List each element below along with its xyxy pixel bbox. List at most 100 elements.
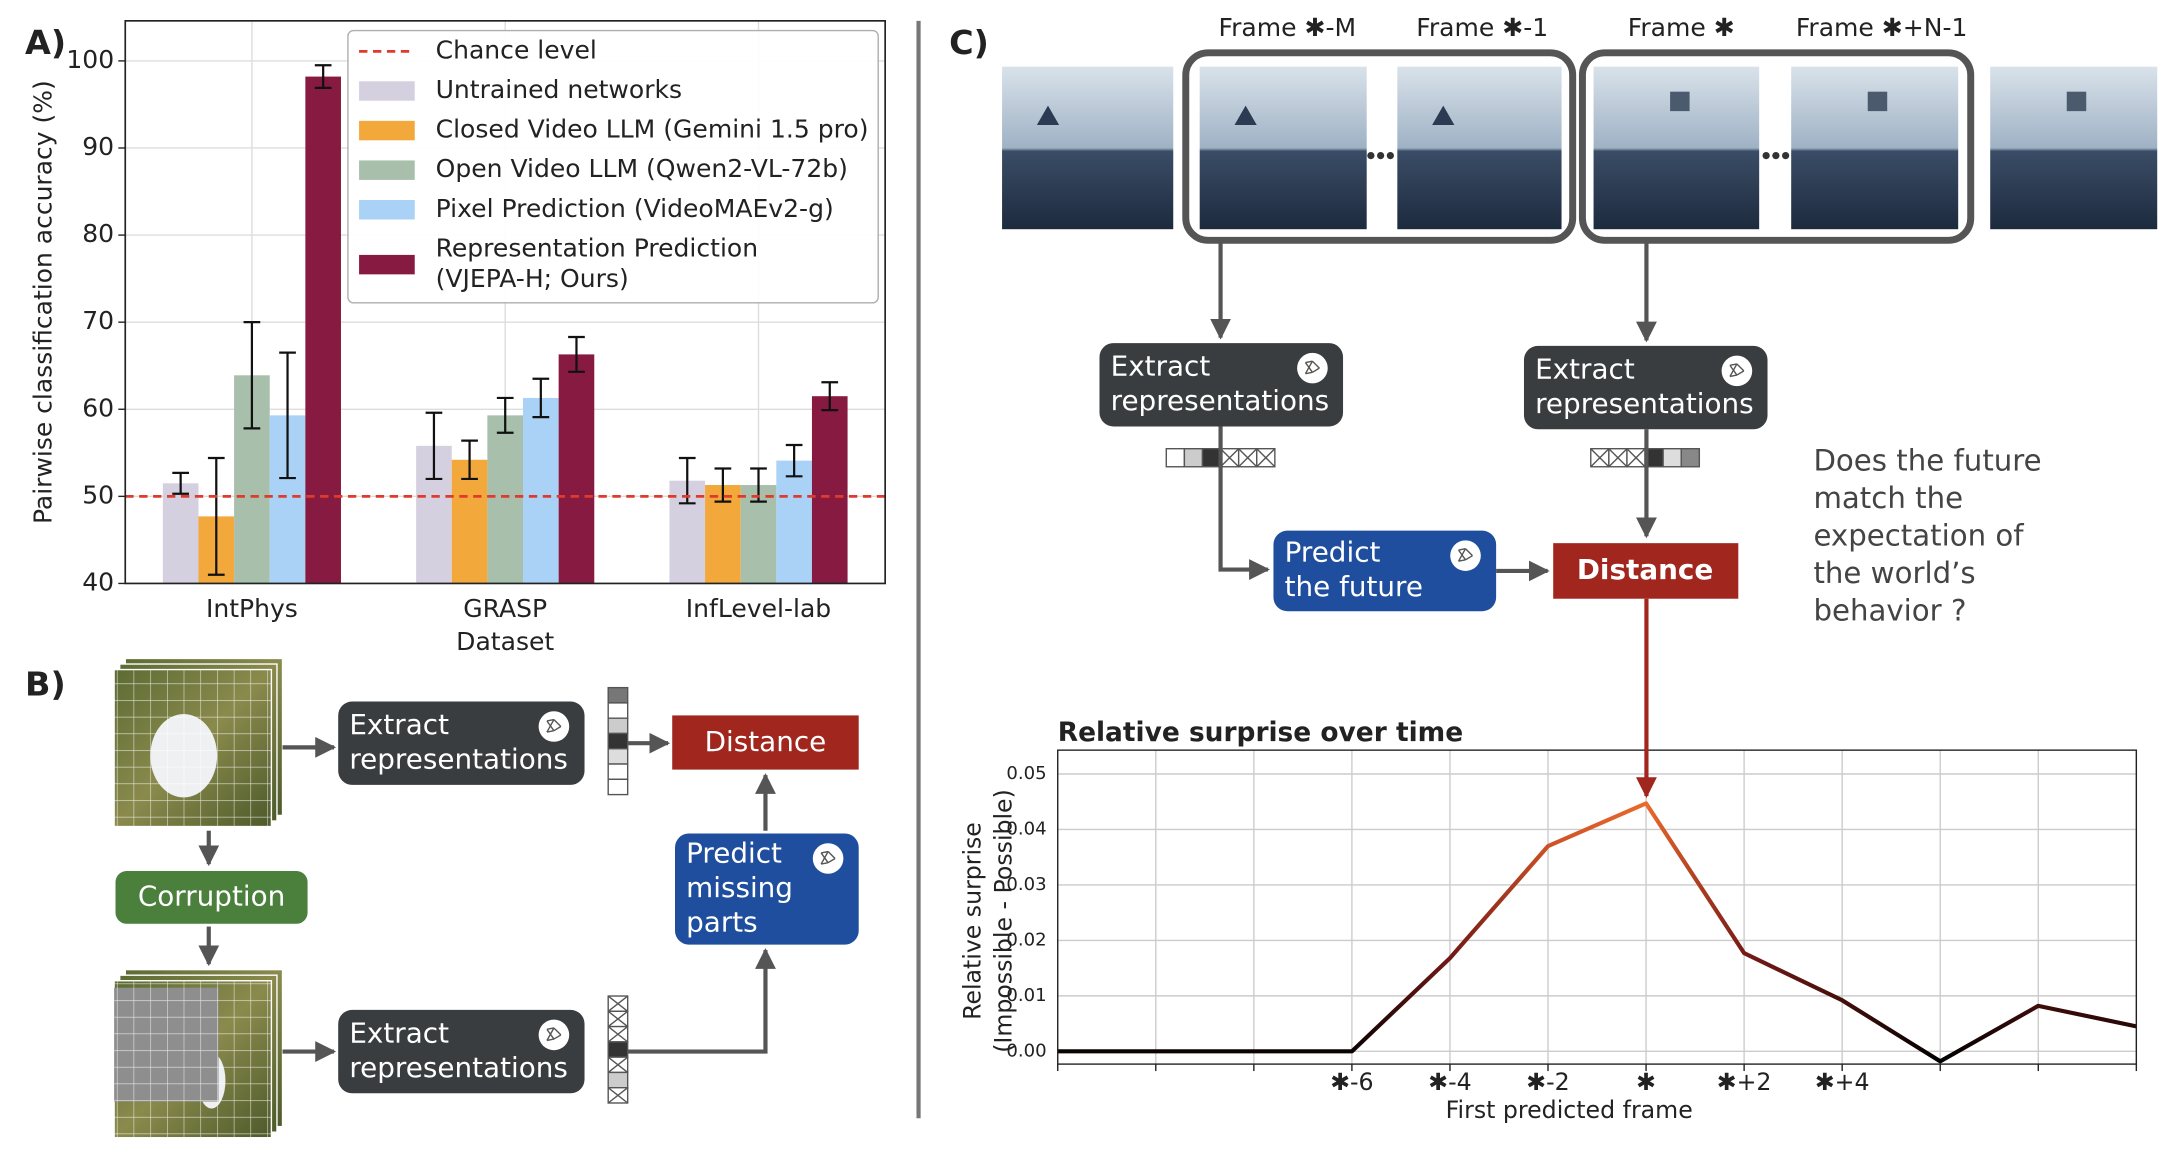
frame-object: [1036, 105, 1060, 126]
legend-swatch: [359, 81, 415, 101]
network-icon-edge: [1305, 371, 1313, 375]
box: [1273, 530, 1497, 612]
legend-swatch: [359, 254, 415, 275]
error-bar: [461, 439, 478, 481]
token: [607, 748, 629, 765]
network-icon-edge: [546, 1027, 555, 1041]
box: [1523, 345, 1768, 430]
token: [607, 702, 629, 719]
token-cross: [607, 1010, 629, 1028]
bar: [305, 76, 341, 584]
frame-object: [1670, 91, 1690, 112]
legend-label-line: Representation Prediction: [436, 233, 759, 262]
token: [607, 686, 629, 704]
y-tick-label: 0.02: [1006, 929, 1046, 950]
legend-swatch: [359, 160, 415, 180]
network-icon-edge: [546, 730, 555, 733]
frame-label: Frame ✱: [1628, 13, 1735, 42]
box: [672, 715, 859, 770]
box: [1099, 343, 1344, 427]
frame-label: Frame ✱-M: [1219, 13, 1357, 42]
token: [1183, 448, 1204, 468]
x-tick-label: ✱: [1636, 1068, 1656, 1096]
box: [338, 701, 585, 785]
y-tick-label: 0.04: [1006, 818, 1046, 839]
box-text: Extract: [349, 708, 449, 741]
bar: [811, 396, 848, 584]
network-icon-edge: [553, 1034, 562, 1040]
panel-label: C): [949, 23, 989, 62]
video-frame: [1199, 66, 1367, 230]
video-frame: [1002, 66, 1174, 230]
box-text: missing: [686, 871, 793, 904]
frame-object: [1432, 105, 1455, 126]
network-icon-edge: [1458, 548, 1466, 551]
frame-group: [1578, 49, 1975, 244]
x-tick-label: IntPhys: [206, 594, 298, 623]
ellipsis-dot: [1367, 151, 1375, 160]
frame-object: [1234, 105, 1257, 126]
token-cross: [1238, 448, 1258, 468]
question-text: expectation of: [1813, 519, 2024, 553]
error-bar: [314, 64, 332, 90]
box-text: representations: [1535, 387, 1754, 420]
network-icon-edge: [1458, 559, 1466, 562]
video-frame: [1397, 66, 1562, 230]
x-tick-label: ✱+4: [1815, 1068, 1870, 1096]
network-icon-edge: [546, 1038, 555, 1042]
network-icon-edge: [1457, 548, 1467, 562]
ellipsis-dot: [1772, 151, 1780, 160]
x-tick-label: ✱+2: [1717, 1068, 1772, 1096]
y-axis-label: Pairwise classification accuracy (%): [29, 80, 58, 524]
legend-swatch: [359, 200, 415, 220]
network-icon-edge: [827, 851, 836, 859]
legend-label: Closed Video LLM (Gemini 1.5 pro): [436, 115, 869, 144]
network-icon-edge: [827, 857, 836, 864]
x-axis-label: First predicted frame: [1446, 1096, 1693, 1124]
token-cross: [1220, 448, 1240, 468]
network-icon-edge: [553, 1027, 562, 1036]
plot-frame: [1057, 749, 2138, 1065]
bar: [162, 483, 199, 584]
box-text: representations: [349, 742, 568, 775]
network-icon-edge: [1312, 367, 1320, 373]
network-icon-edge: [553, 719, 562, 728]
y-tick-label: 50: [82, 480, 114, 509]
y-tick-label: 60: [82, 393, 114, 422]
y-tick-label: 90: [82, 132, 114, 161]
error-bar: [207, 456, 225, 576]
frame-object: [1867, 91, 1888, 112]
frame-object: [2066, 91, 2087, 112]
bar: [558, 354, 595, 584]
box-text: Distance: [705, 725, 827, 758]
box: [1553, 543, 1739, 599]
box: [338, 1009, 585, 1094]
question-text: the world’s: [1813, 556, 1975, 590]
x-tick-label: GRASP: [463, 594, 547, 623]
y-axis-label: Relative surprise: [959, 822, 987, 1020]
network-icon-edge: [546, 1027, 555, 1031]
video-frame: [1990, 66, 2158, 230]
x-tick-label: InfLevel-lab: [686, 594, 831, 623]
question-text: match the: [1813, 481, 1963, 515]
network-icon: [812, 843, 844, 874]
token: [1662, 448, 1682, 468]
box-text: Distance: [1577, 553, 1713, 586]
data-line: [1057, 801, 2137, 1064]
box: [675, 833, 859, 945]
error-bar: [532, 377, 550, 419]
frame-group: [1182, 49, 1577, 244]
error-bar: [279, 351, 296, 480]
video-frame: [1791, 66, 1959, 230]
panel-label: A): [25, 23, 66, 62]
y-tick-label: 70: [82, 306, 114, 335]
box-text: representations: [349, 1051, 568, 1084]
network-icon-edge: [1465, 548, 1473, 557]
ellipsis-dot: [1386, 151, 1394, 160]
token-cross: [1626, 448, 1646, 468]
box-text: Corruption: [138, 879, 285, 912]
x-tick-label: ✱-2: [1526, 1068, 1569, 1096]
y-tick-label: 80: [82, 219, 114, 248]
error-bar: [821, 381, 839, 412]
